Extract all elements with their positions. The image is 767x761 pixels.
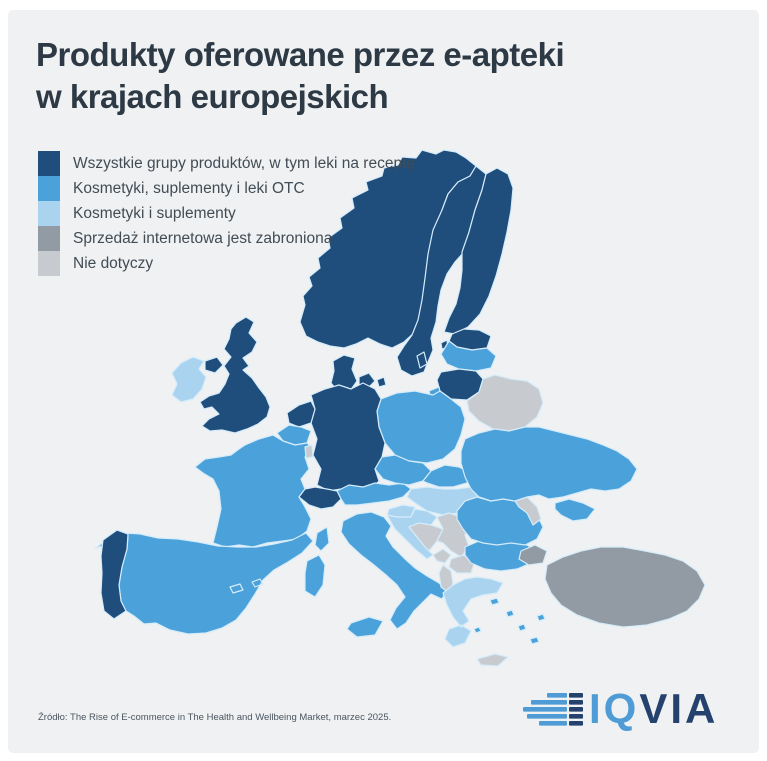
legend-item-banned: Sprzedaż internetowa jest zabroniona [38,226,415,251]
country-aegean_islands [473,597,546,645]
legend-swatch-otc [38,176,60,201]
country-ukraine [460,426,638,522]
iqvia-text-iq: IQ [589,685,640,732]
page-title: Produkty oferowane przez e-apteki w kraj… [36,34,565,118]
legend-label: Nie dotyczy [73,254,154,272]
country-united_kingdom [199,316,271,434]
country-netherlands [286,400,316,428]
country-france [194,434,330,552]
country-slovakia [422,464,472,488]
legend-swatch-banned [38,226,60,251]
country-poland [376,390,466,464]
country-latvia [440,340,497,372]
country-moldova [514,496,542,526]
country-portugal [100,529,129,620]
country-italy [304,511,448,638]
legend: Wszystkie grupy produktów, w tym leki na… [38,151,415,276]
country-crete [476,653,509,667]
legend-label: Kosmetyki i suplementy [73,204,236,222]
iqvia-wordmark: IQVIA [589,688,718,730]
country-turkey [518,544,706,628]
country-slovenia [386,504,416,518]
iqvia-text-via: VIA [639,685,719,732]
country-montenegro [432,548,452,564]
country-belarus [466,374,544,432]
country-austria [336,482,412,506]
legend-item-all-products: Wszystkie grupy produktów, w tym leki na… [38,151,415,176]
country-spain [94,532,314,635]
legend-label: Kosmetyki, suplementy i leki OTC [73,179,305,197]
legend-item-cosmetics: Kosmetyki i suplementy [38,201,415,226]
country-germany [310,382,386,494]
iqvia-bars-icon [523,693,583,726]
legend-swatch-cosmetics [38,201,60,226]
legend-swatch-na [38,251,60,276]
legend-label: Sprzedaż internetowa jest zabroniona [73,229,333,247]
legend-item-na: Nie dotyczy [38,251,415,276]
country-norway [299,149,477,349]
title-line-1: Produkty oferowane przez e-apteki [36,36,565,73]
country-ireland [171,356,207,403]
iqvia-logo: IQVIA [521,686,718,730]
source-note: Źródło: The Rise of E-commerce in The He… [38,712,392,723]
country-denmark [330,354,387,394]
legend-item-otc: Kosmetyki, suplementy i leki OTC [38,176,415,201]
legend-swatch-all-products [38,151,60,176]
country-sweden [396,165,487,377]
country-luxembourg [304,444,314,459]
legend-label: Wszystkie grupy produktów, w tym leki na… [73,154,415,172]
country-switzerland [298,486,342,510]
title-line-2: w krajach europejskich [36,78,389,116]
country-greece [442,576,504,648]
